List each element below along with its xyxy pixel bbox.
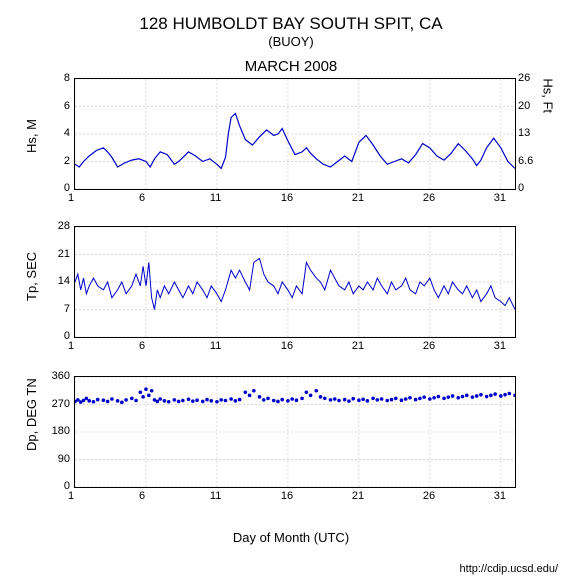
ytick-label: 14 <box>58 275 70 287</box>
xtick-label: 31 <box>494 192 506 204</box>
xtick-label: 16 <box>281 192 293 204</box>
ytick-label: 8 <box>64 72 70 84</box>
panel-tp <box>74 226 516 338</box>
y-label-dp: Dp, DEG TN <box>24 378 39 451</box>
ytick-label: 4 <box>64 127 70 139</box>
xtick-label: 16 <box>281 340 293 352</box>
xtick-label: 31 <box>494 340 506 352</box>
xtick-label: 1 <box>68 192 74 204</box>
ytick-label: 360 <box>52 370 70 382</box>
ytick-label: 270 <box>52 398 70 410</box>
ytick-right-label: 13 <box>518 127 530 139</box>
main-title: 128 HUMBOLDT BAY SOUTH SPIT, CA <box>0 14 582 34</box>
xtick-label: 31 <box>494 490 506 502</box>
y-label-tp: Tp, SEC <box>24 252 39 301</box>
plot-svg-hs <box>75 79 515 189</box>
footer-url: http://cdip.ucsd.edu/ <box>460 563 558 575</box>
ytick-label: 6 <box>64 100 70 112</box>
xtick-label: 6 <box>139 340 145 352</box>
panel-hs <box>74 78 516 190</box>
ytick-right-label: 20 <box>518 100 530 112</box>
xtick-label: 26 <box>423 192 435 204</box>
ytick-label: 21 <box>58 248 70 260</box>
xtick-label: 6 <box>139 192 145 204</box>
ytick-label: 2 <box>64 155 70 167</box>
xtick-label: 6 <box>139 490 145 502</box>
month-title: MARCH 2008 <box>0 58 582 75</box>
xtick-label: 16 <box>281 490 293 502</box>
xtick-label: 11 <box>210 192 221 204</box>
xtick-label: 11 <box>210 490 221 502</box>
y-label-hs: Hs, M <box>24 119 39 153</box>
ytick-right-label: 0 <box>518 182 524 194</box>
plot-svg-dp <box>75 377 515 487</box>
x-axis-label: Day of Month (UTC) <box>0 530 582 545</box>
panel-dp <box>74 376 516 488</box>
ytick-label: 90 <box>58 453 70 465</box>
xtick-label: 21 <box>352 490 364 502</box>
chart-page: 128 HUMBOLDT BAY SOUTH SPIT, CA (BUOY) M… <box>0 0 582 581</box>
xtick-label: 11 <box>210 340 221 352</box>
xtick-label: 21 <box>352 340 364 352</box>
ytick-right-label: 26 <box>518 72 530 84</box>
ytick-label: 7 <box>64 303 70 315</box>
sub-title: (BUOY) <box>0 34 582 49</box>
plot-svg-tp <box>75 227 515 337</box>
xtick-label: 1 <box>68 490 74 502</box>
xtick-label: 21 <box>352 192 364 204</box>
xtick-label: 26 <box>423 340 435 352</box>
xtick-label: 26 <box>423 490 435 502</box>
xtick-label: 1 <box>68 340 74 352</box>
ytick-label: 28 <box>58 220 70 232</box>
ytick-label: 180 <box>52 425 70 437</box>
ytick-right-label: 6.6 <box>518 155 533 167</box>
y-label-right-hs: Hs, Ft <box>541 78 556 113</box>
